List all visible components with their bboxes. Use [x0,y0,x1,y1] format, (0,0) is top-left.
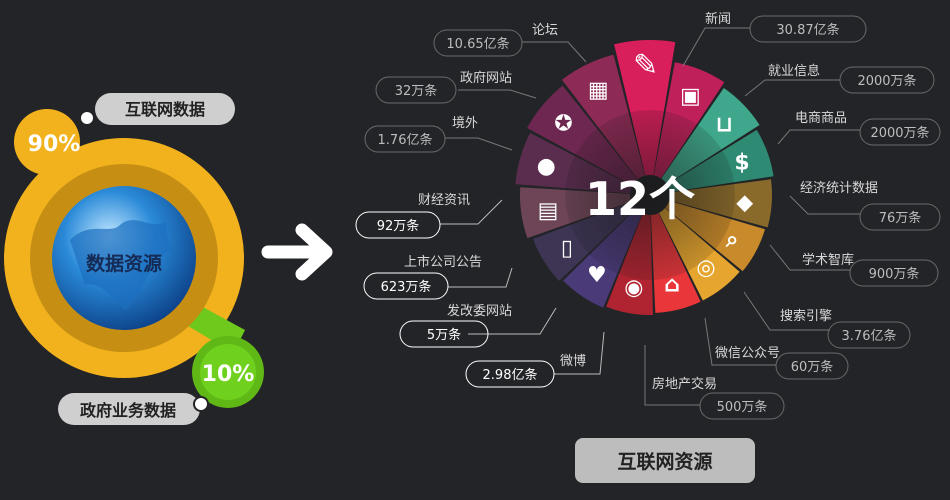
resource-callouts: 新闻 30.87亿条 就业信息 2000万条 电商商品 2000万条 经济统计数… [355,11,941,420]
globe-continents [70,220,170,310]
callout-pill [859,203,941,231]
callout-value: 10.65亿条 [446,36,509,52]
callout-value: 500万条 [717,399,768,415]
callout-value: 30.87亿条 [776,22,839,38]
callout-name: 新闻 [705,11,731,27]
callout-pill [363,272,449,300]
callout-pill [699,392,785,420]
news-icon: ✎ [633,48,658,83]
callout-name: 论坛 [532,23,558,38]
callout-value: 92万条 [377,218,420,234]
callout-news: 新闻 30.87亿条 [682,11,867,67]
callout-value: 900万条 [869,266,920,282]
footer-pill [575,438,755,483]
callout-realestate: 房地产交易 500万条 [644,345,785,420]
callout-academic: 学术智库 900万条 [769,244,939,287]
callout-forum: 论坛 10.65亿条 [433,23,587,63]
forum-icon: ▦ [588,78,609,103]
callout-value: 2000万条 [857,73,916,89]
callout-pill [465,360,555,388]
callout-value: 2.98亿条 [483,367,538,383]
callout-name: 经济统计数据 [800,181,878,196]
wheel-center-overlay [565,110,735,280]
callout-name: 政府网站 [460,71,512,86]
callout-econ-stats: 经济统计数据 76万条 [789,181,941,231]
wheel-segment-1 [614,39,676,176]
callout-pill [859,118,941,146]
callout-value: 1.76亿条 [378,132,433,148]
callout-pill [839,66,935,94]
callout-name: 电商商品 [795,111,847,126]
callout-finance: 财经资讯 92万条 [355,193,503,239]
callout-gov-sites: 政府网站 32万条 [375,71,537,104]
callout-name: 房地产交易 [652,376,717,392]
callout-name: 就业信息 [768,63,820,79]
callout-weibo: 微博 2.98亿条 [465,331,605,388]
internet-label-pill [95,93,235,125]
callout-ecommerce: 电商商品 2000万条 [777,111,941,146]
callout-name: 微信公众号 [715,346,780,361]
callout-pill [355,211,441,239]
internet-dot [79,110,95,126]
callout-listed: 上市公司公告 623万条 [363,254,513,300]
gov-label: 政府业务数据 [80,401,176,420]
callout-pill [433,29,523,57]
callout-value: 32万条 [395,83,438,99]
weibo-icon: ◉ [624,276,643,301]
internet-label: 互联网数据 [125,100,205,119]
callout-search: 搜索引擎 3.76亿条 [743,291,911,349]
footer-label: 互联网资源 [617,450,712,473]
callout-name: 财经资讯 [418,193,470,208]
callout-value: 2000万条 [870,125,929,141]
dollar-icon: $ [734,150,749,175]
callout-ndrc: 发改委网站 5万条 [399,303,557,348]
callout-name: 学术智库 [802,252,854,268]
footer: 互联网资源 [575,438,755,483]
callout-overseas: 境外 1.76亿条 [364,116,513,153]
center-label: 数据资源 [86,252,162,275]
callout-name: 微博 [560,354,586,369]
callout-name: 搜索引擎 [780,309,832,324]
graduation-cap-icon: ◆ [736,191,753,216]
handshake-icon: ♥ [587,263,607,288]
callout-value: 76万条 [879,210,922,226]
callout-pill [749,15,867,43]
shopping-bag-icon: ⊔ [715,112,733,137]
internet-pct: 90% [28,132,81,157]
callout-wechat: 微信公众号 60万条 [704,317,849,380]
emblem-icon: ✪ [554,111,572,136]
document-icon: ▯ [561,236,573,261]
callout-jobs: 就业信息 2000万条 [744,63,935,97]
callout-pill [364,125,446,153]
wheel-center-count: 12个 [585,172,695,226]
briefcase-icon: ▣ [680,84,701,109]
callout-pill [375,76,457,104]
search-icon: ⌕ [725,228,738,253]
globe-icon: ● [537,154,556,179]
left-donut: 数据资源 90% 互联网数据 10% 政府业务数据 [4,93,264,425]
callout-name: 发改委网站 [447,303,512,319]
gov-pct-inner [200,344,256,400]
callout-value: 3.76亿条 [842,328,897,344]
callout-value: 5万条 [427,327,461,343]
callout-pill [399,320,489,348]
gov-pct: 10% [202,362,255,387]
callout-name: 上市公司公告 [404,254,482,270]
callout-value: 623万条 [381,279,432,295]
newspaper-icon: ▤ [538,198,559,223]
arrow-right-icon [261,223,333,281]
gov-dot [193,396,209,412]
house-icon: ⌂ [664,272,680,297]
internet-pct-badge [14,109,80,175]
gov-label-pill [58,393,200,425]
callout-value: 60万条 [791,359,834,375]
callout-pill [827,321,911,349]
callout-pill [775,352,849,380]
callout-pill [849,259,939,287]
callout-name: 境外 [452,116,478,131]
